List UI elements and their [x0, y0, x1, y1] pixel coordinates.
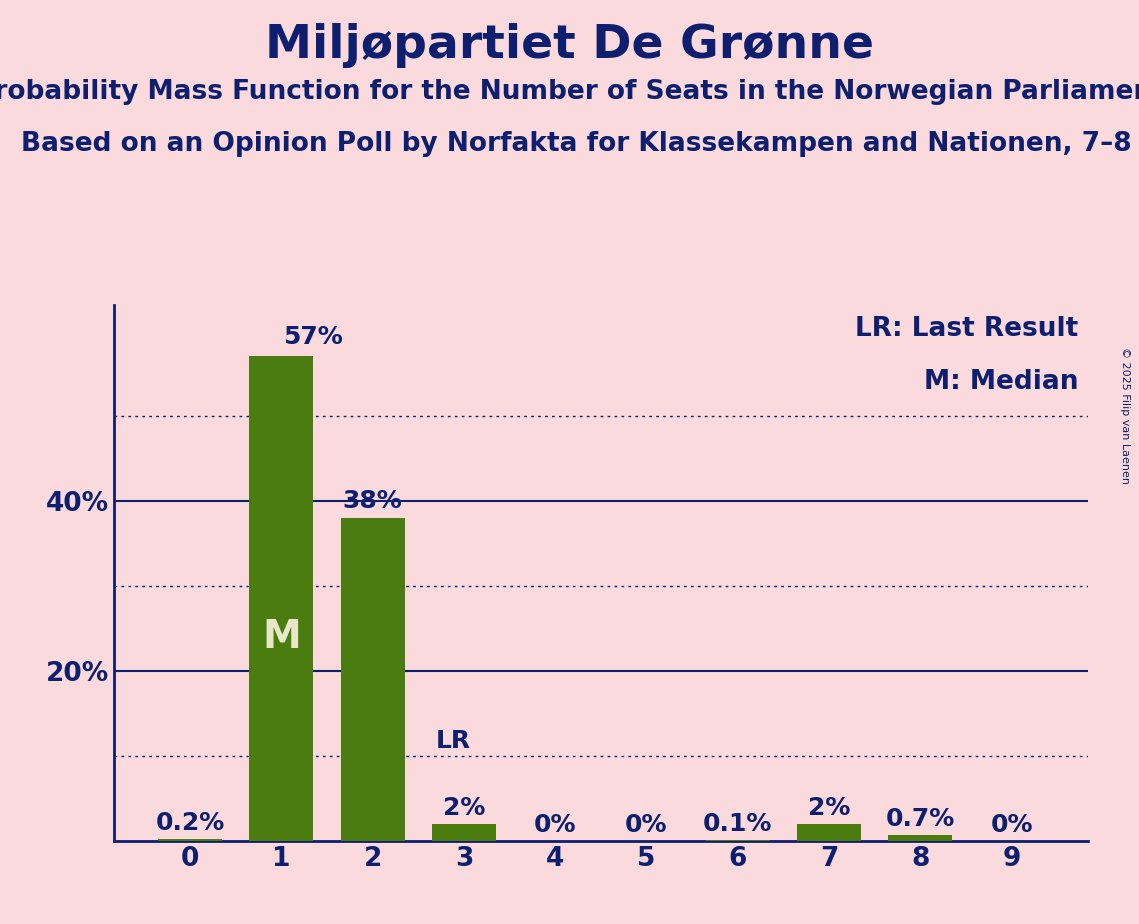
Bar [158, 839, 222, 841]
Text: Based on an Opinion Poll by Norfakta for Klassekampen and Nationen, 7–8 November: Based on an Opinion Poll by Norfakta for… [21, 131, 1139, 157]
Text: 57%: 57% [284, 325, 343, 349]
Bar [797, 824, 861, 841]
Text: M: Median: M: Median [924, 370, 1077, 395]
Text: 0.7%: 0.7% [886, 807, 954, 831]
Text: 2%: 2% [443, 796, 485, 820]
Text: 0.1%: 0.1% [703, 812, 772, 835]
Bar [249, 356, 313, 841]
Text: 0%: 0% [534, 812, 576, 836]
Bar [888, 835, 952, 841]
Text: 2%: 2% [808, 796, 850, 820]
Bar [341, 517, 404, 841]
Text: LR: LR [435, 729, 470, 753]
Text: M: M [262, 618, 301, 656]
Text: © 2025 Filip van Laenen: © 2025 Filip van Laenen [1121, 347, 1130, 484]
Text: 38%: 38% [343, 490, 402, 514]
Text: Probability Mass Function for the Number of Seats in the Norwegian Parliament: Probability Mass Function for the Number… [0, 79, 1139, 104]
Text: Miljøpartiet De Grønne: Miljøpartiet De Grønne [265, 23, 874, 68]
Text: 0%: 0% [625, 812, 667, 836]
Text: LR: Last Result: LR: Last Result [854, 316, 1077, 342]
Text: 0.2%: 0.2% [156, 811, 224, 835]
Text: 0%: 0% [990, 812, 1033, 836]
Bar [432, 824, 495, 841]
